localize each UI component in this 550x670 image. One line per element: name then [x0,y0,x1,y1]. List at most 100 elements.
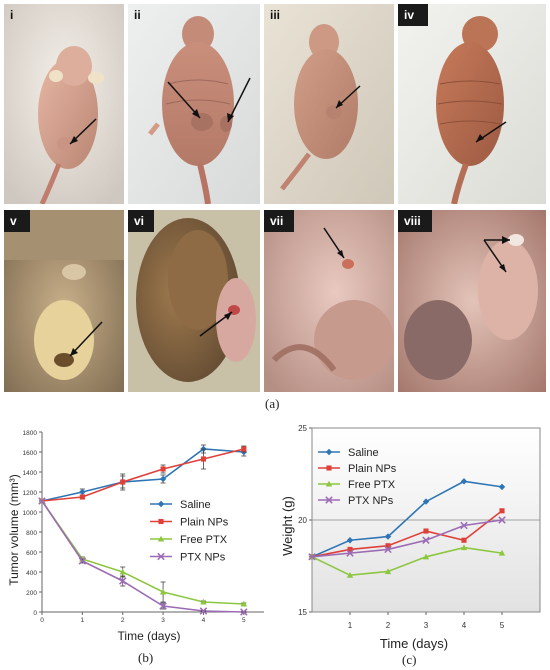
y-tick-label: 400 [26,570,37,577]
legend-label: Saline [180,499,211,511]
x-tick-label: 4 [462,621,467,630]
photo-vii: vii [264,210,394,392]
photo-v: v [4,210,124,392]
photo-viii: viii [398,210,546,392]
legend-label: Saline [348,447,379,459]
data-point [118,577,127,585]
data-point [346,572,354,578]
legend-label: PTX NPs [180,552,226,564]
x-axis-label: Time (days) [380,636,448,651]
x-axis-label: Time (days) [118,629,181,643]
data-point [346,549,354,557]
data-point [199,607,208,615]
y-tick-label: 1000 [23,510,38,517]
mouse-photo-iii [264,4,394,204]
photo-i: i [4,4,124,204]
photo-label: vi [134,214,145,228]
data-point [240,600,248,607]
data-point [120,479,126,485]
weight-chart: 15 20 25 1 2 3 4 5 Saline Plain NPs Free PTX PTX N… [276,418,548,654]
series-line [311,480,503,558]
photo-label: iv [404,8,415,22]
series-lines [308,478,506,578]
data-point [461,537,467,543]
series-line [311,510,503,558]
y-tick-label: 1400 [23,470,38,477]
photo-label: viii [404,214,421,228]
data-point [200,456,207,462]
data-point [325,496,333,504]
tumor-photo-vi [128,210,260,392]
data-point [384,545,392,554]
y-tick-label: 20 [298,516,307,525]
y-axis-label: Weight (g) [280,496,295,556]
legend: Saline Plain NPs Free PTX PTX NPs [318,447,397,507]
mouse-photo-iv [398,4,546,204]
x-tick-label: 2 [386,621,391,630]
legend-label: Free PTX [348,479,396,491]
data-point [422,536,430,544]
x-tick-label: 1 [348,621,353,630]
data-point [385,543,391,549]
legend-label: PTX NPs [348,495,394,507]
data-point [157,552,165,561]
y-tick-label: 600 [26,550,37,557]
y-tick-label: 25 [298,424,307,433]
data-point [423,528,429,534]
data-point [158,518,164,525]
data-point [160,466,166,472]
y-tick-label: 1800 [23,430,38,437]
legend-label: Free PTX [180,534,228,546]
data-point [79,494,85,500]
data-point [326,465,332,471]
axes: 15 20 25 1 2 3 4 5 [298,424,541,630]
photo-label: iii [270,8,281,22]
photo-label: v [10,214,17,228]
legend-item: PTX NPs [150,552,226,564]
legend-label: Plain NPs [348,463,397,475]
data-point [346,537,354,544]
data-point [460,544,468,551]
x-tick-label: 5 [500,621,505,630]
axes: 0 200 400 600 800 1000 1200 1400 1600 1800 0 1 2 3 4 5 [23,430,264,624]
data-point [200,598,207,605]
mouse-photo-ii [128,4,260,204]
photo-iii: iii [264,4,394,204]
arrow-icon [69,321,103,357]
tumor-photo-v [4,210,124,392]
y-tick-label: 15 [298,608,307,617]
series-line [41,448,244,502]
legend-item: PTX NPs [318,495,394,507]
photo-ii: ii [128,4,260,204]
x-tick-label: 3 [424,621,429,630]
weight-plot: 15 20 25 1 2 3 4 5 Saline Plain NPs Free PTX PTX N… [280,424,541,651]
data-point [347,546,353,552]
x-tick-label: 3 [161,617,165,624]
data-point [157,500,165,508]
legend-label: Plain NPs [180,517,229,529]
caption-a: (a) [265,396,280,411]
caption-b: (b) [138,650,154,665]
legend-item: Plain NPs [318,463,397,475]
tumor-photo-vii [264,210,394,392]
legend-item: Plain NPs [150,517,229,529]
data-point [498,549,506,556]
series-line [311,519,503,558]
data-point [79,488,86,496]
arrow-icon [227,77,251,123]
series-lines [38,444,248,616]
data-point [159,588,167,595]
tumor-photo-viii [398,210,546,392]
data-point [240,608,248,616]
data-point [241,446,247,452]
series-line [41,500,244,613]
series-line [311,546,503,577]
data-point [119,568,126,575]
data-point [384,568,392,575]
data-point [422,498,430,505]
y-tick-label: 0 [33,610,37,617]
data-point [159,602,167,610]
legend-item: Saline [318,447,379,459]
legend-item: Saline [150,499,211,511]
